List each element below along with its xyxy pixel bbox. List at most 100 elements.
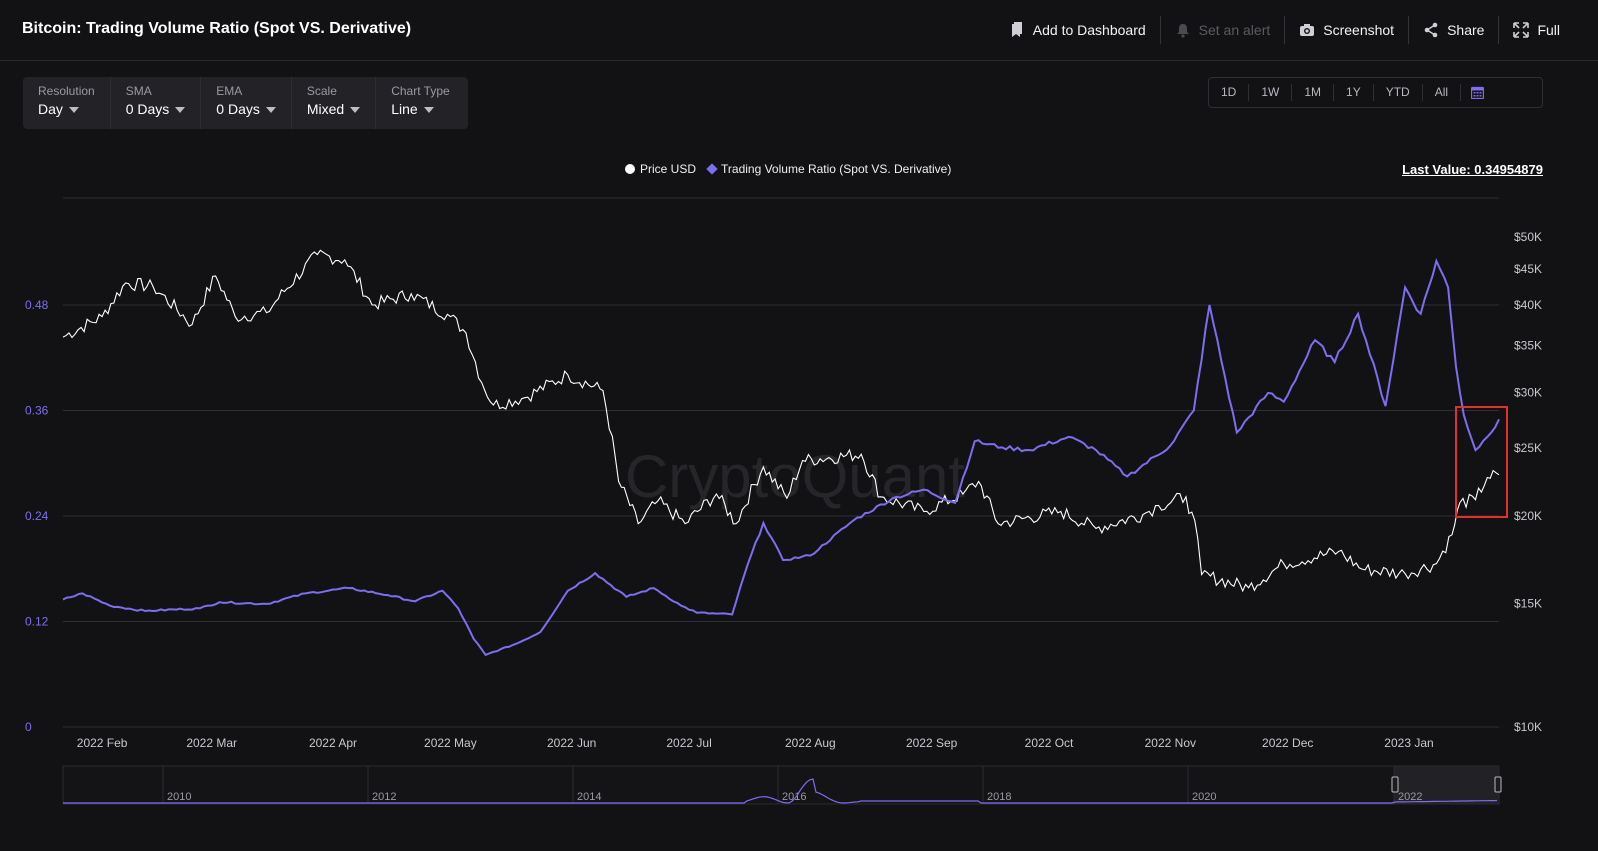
range-ytd-button[interactable]: YTD (1374, 84, 1423, 101)
add-to-dashboard-button[interactable]: Add to Dashboard (995, 16, 1160, 44)
header-actions: Add to Dashboard Set an alert Screenshot… (995, 16, 1574, 44)
calendar-button[interactable] (1461, 84, 1494, 101)
watermark-text: CryptoQuant (625, 443, 965, 510)
resolution-value: Day (38, 101, 63, 117)
ema-select[interactable]: EMA 0 Days (201, 77, 292, 129)
navigator-tick-label: 2022 (1398, 791, 1422, 803)
navigator-tick-label: 2012 (372, 791, 396, 803)
right-axis-tick-label: $15K (1514, 597, 1542, 611)
set-alert-label: Set an alert (1198, 22, 1271, 38)
x-axis-tick-label: 2022 Nov (1145, 736, 1196, 750)
share-label: Share (1447, 22, 1485, 38)
right-axis-tick-label: $25K (1514, 441, 1542, 455)
right-axis-tick-label: $30K (1514, 386, 1542, 400)
chevron-down-icon (68, 107, 79, 113)
calendar-icon (1470, 86, 1485, 100)
scale-value: Mixed (306, 101, 345, 117)
x-axis-tick-label: 2023 Jan (1384, 736, 1433, 750)
fullscreen-icon (1513, 22, 1530, 38)
navigator-right-handle[interactable] (1494, 776, 1502, 793)
x-axis-tick-label: 2022 Feb (77, 736, 128, 750)
range-1y-button[interactable]: 1Y (1334, 84, 1374, 101)
sma-select[interactable]: SMA 0 Days (111, 77, 202, 129)
share-button[interactable]: Share (1408, 16, 1498, 44)
chevron-down-icon (423, 107, 434, 113)
x-axis-tick-label: 2022 Jul (666, 736, 711, 750)
sma-label: SMA (125, 84, 152, 98)
scale-select[interactable]: Scale Mixed (292, 77, 377, 129)
chart-type-label: Chart Type (391, 84, 450, 98)
left-axis-tick-label: 0.48 (25, 298, 49, 312)
navigator-tick-label: 2010 (167, 791, 191, 803)
last-value-link[interactable]: Last Value: 0.34954879 (1402, 162, 1543, 177)
navigator-tick-label: 2014 (577, 791, 601, 803)
navigator-selection[interactable] (1394, 766, 1499, 804)
x-axis-tick-label: 2022 Mar (186, 736, 237, 750)
resolution-select[interactable]: Resolution Day (23, 77, 111, 129)
left-axis-tick-label: 0 (25, 720, 32, 734)
navigator-tick-label: 2018 (987, 791, 1011, 803)
right-axis-tick-label: $50K (1514, 230, 1542, 244)
volume-ratio-line (62, 258, 1500, 657)
fullscreen-button[interactable]: Full (1498, 16, 1574, 44)
navigator-tick-label: 2020 (1192, 791, 1216, 803)
x-axis-tick-label: 2022 Sep (906, 736, 958, 750)
legend-item-price[interactable]: Price USD (625, 162, 696, 176)
left-axis-tick-label: 0.36 (25, 404, 49, 418)
legend-label-ratio: Trading Volume Ratio (Spot VS. Derivativ… (721, 162, 952, 176)
header-bar: Bitcoin: Trading Volume Ratio (Spot VS. … (0, 0, 1598, 61)
left-axis-ticks: 0 0.12 0.24 0.36 0.48 (25, 298, 49, 734)
time-range-selector: 1D 1W 1M 1Y YTD All (1208, 77, 1543, 108)
chart-settings-panel: Resolution Day SMA 0 Days EMA 0 Days Sca… (23, 77, 468, 129)
scale-label: Scale (306, 84, 337, 98)
navigator-ticks: 2010 2012 2014 2016 2018 2020 2022 (162, 766, 1422, 804)
add-to-dashboard-label: Add to Dashboard (1032, 22, 1146, 38)
right-axis-tick-label: $10K (1514, 720, 1542, 734)
x-axis-tick-label: 2022 Oct (1025, 736, 1074, 750)
x-axis-tick-label: 2022 Aug (785, 736, 836, 750)
range-1w-button[interactable]: 1W (1249, 84, 1293, 101)
navigator-series-line (63, 778, 1498, 804)
chevron-down-icon (350, 107, 361, 113)
highlight-box (1455, 406, 1508, 518)
range-1d-button[interactable]: 1D (1209, 84, 1250, 101)
x-axis-tick-label: 2022 Apr (309, 736, 357, 750)
sma-value: 0 Days (125, 101, 170, 117)
chevron-down-icon (265, 107, 276, 113)
set-alert-button[interactable]: Set an alert (1159, 16, 1285, 44)
legend-item-ratio[interactable]: Trading Volume Ratio (Spot VS. Derivativ… (706, 162, 952, 176)
left-axis-tick-label: 0.12 (25, 615, 49, 629)
bookmark-icon (1009, 22, 1025, 38)
chart-legend: Price USD Trading Volume Ratio (Spot VS.… (625, 162, 951, 176)
ema-label: EMA (216, 84, 243, 98)
fullscreen-label: Full (1537, 22, 1560, 38)
x-axis-tick-label: 2022 Jun (547, 736, 596, 750)
bell-icon (1175, 22, 1191, 38)
chart-type-select[interactable]: Chart Type Line (376, 77, 464, 129)
navigator-tick-label: 2016 (782, 791, 806, 803)
right-axis-tick-label: $20K (1514, 509, 1542, 523)
circle-icon (625, 164, 635, 174)
range-navigator[interactable]: 2010 2012 2014 2016 2018 2020 2022 (62, 765, 1502, 805)
share-icon (1423, 22, 1439, 38)
right-axis-ticks: $10K $15K $20K $25K $30K $35K $40K $45K $50K (1514, 230, 1542, 734)
x-axis-tick-label: 2022 May (424, 736, 477, 750)
range-all-button[interactable]: All (1423, 84, 1462, 101)
price-usd-line (62, 249, 1500, 593)
range-1m-button[interactable]: 1M (1292, 84, 1335, 101)
x-axis-tick-label: 2022 Dec (1262, 736, 1313, 750)
camera-icon (1299, 22, 1315, 38)
right-axis-tick-label: $35K (1514, 339, 1542, 353)
grid-lines (63, 197, 1499, 728)
screenshot-button[interactable]: Screenshot (1284, 16, 1408, 44)
navigator-left-handle[interactable] (1391, 776, 1399, 793)
screenshot-label: Screenshot (1323, 22, 1395, 38)
page-title: Bitcoin: Trading Volume Ratio (Spot VS. … (22, 20, 412, 37)
ema-value: 0 Days (216, 101, 260, 117)
right-axis-tick-label: $45K (1514, 262, 1542, 276)
chevron-down-icon (175, 107, 186, 113)
left-axis-tick-label: 0.24 (25, 509, 49, 523)
x-axis-ticks: 2022 Feb 2022 Mar 2022 Apr 2022 May 2022 Jun… (77, 736, 1434, 750)
right-axis-tick-label: $40K (1514, 298, 1542, 312)
